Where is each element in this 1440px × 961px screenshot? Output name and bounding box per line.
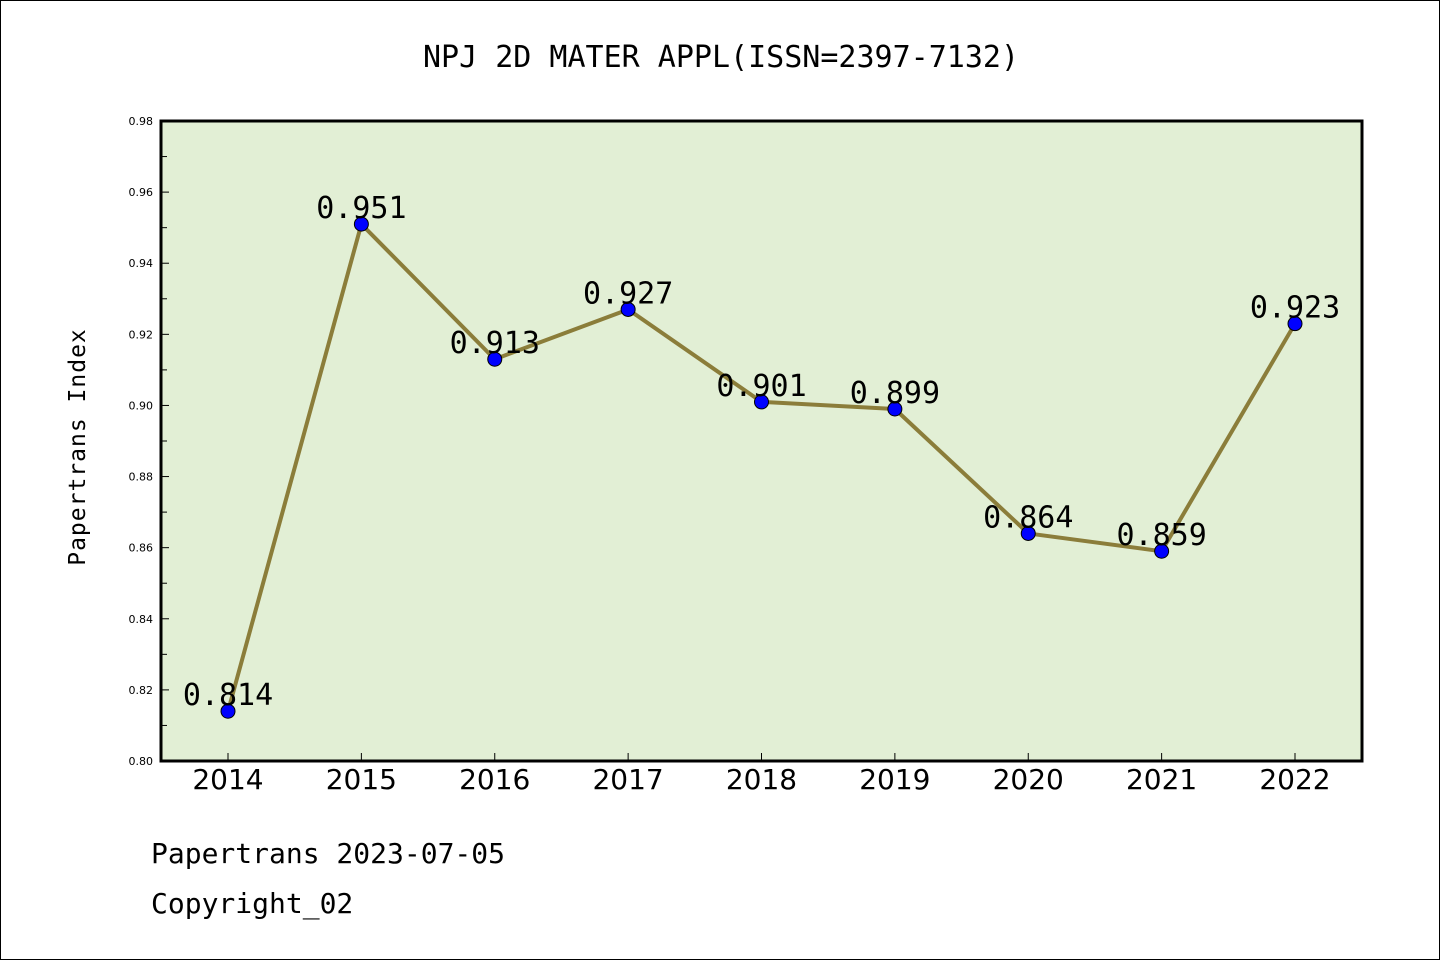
data-label: 0.923	[1250, 291, 1340, 326]
x-tick-label: 2022	[1259, 763, 1330, 796]
axis-ticks: 0.80 0.82 0.84 0.86 0.88 0.90 0.92 0.94 0.96 0.98…	[129, 115, 1331, 796]
y-tick-label: 0.98	[129, 115, 154, 128]
data-point	[1020, 525, 1036, 541]
y-tick-label: 0.94	[129, 257, 154, 270]
y-tick-label: 0.88	[129, 471, 154, 484]
y-tick-label: 0.80	[129, 755, 154, 768]
chart-title: NPJ 2D MATER APPL(ISSN=2397-7132)	[423, 40, 1019, 75]
y-tick-label: 0.90	[129, 399, 154, 412]
x-tick-label: 2021	[1126, 763, 1197, 796]
x-tick-label: 2018	[726, 763, 797, 796]
y-axis-label: Papertrans Index	[65, 328, 91, 566]
data-label: 0.951	[316, 191, 406, 226]
data-label: 0.899	[850, 376, 940, 411]
x-tick-label: 2019	[859, 763, 930, 796]
footer-copyright: Copyright_02	[151, 887, 354, 920]
data-point	[620, 301, 636, 317]
series-layer	[220, 216, 1303, 719]
data-point	[754, 394, 769, 410]
data-point	[353, 216, 369, 232]
data-label: 0.927	[583, 276, 673, 311]
data-label: 0.859	[1116, 518, 1206, 553]
x-tick-label: 2020	[993, 763, 1064, 796]
y-tick-label: 0.84	[129, 613, 154, 626]
data-point	[220, 703, 236, 719]
data-label: 0.901	[716, 369, 806, 404]
data-labels: 0.814 0.951 0.913 0.927 0.901 0.899 0.864 0.859…	[183, 191, 1340, 713]
data-label: 0.864	[983, 500, 1073, 535]
y-tick-label: 0.86	[129, 542, 154, 555]
y-tick-label: 0.82	[129, 684, 154, 697]
x-tick-label: 2016	[459, 763, 530, 796]
x-tick-label: 2017	[592, 763, 663, 796]
x-tick-label: 2015	[326, 763, 397, 796]
data-label: 0.814	[183, 678, 273, 713]
data-point	[1154, 543, 1170, 559]
data-point	[887, 401, 903, 417]
y-tick-label: 0.96	[129, 186, 154, 199]
data-label: 0.913	[450, 326, 540, 361]
y-tick-label: 0.92	[129, 328, 154, 341]
data-point	[487, 351, 503, 367]
footer-date: Papertrans 2023-07-05	[151, 837, 506, 870]
x-tick-label: 2014	[192, 763, 263, 796]
data-point	[1287, 316, 1303, 332]
